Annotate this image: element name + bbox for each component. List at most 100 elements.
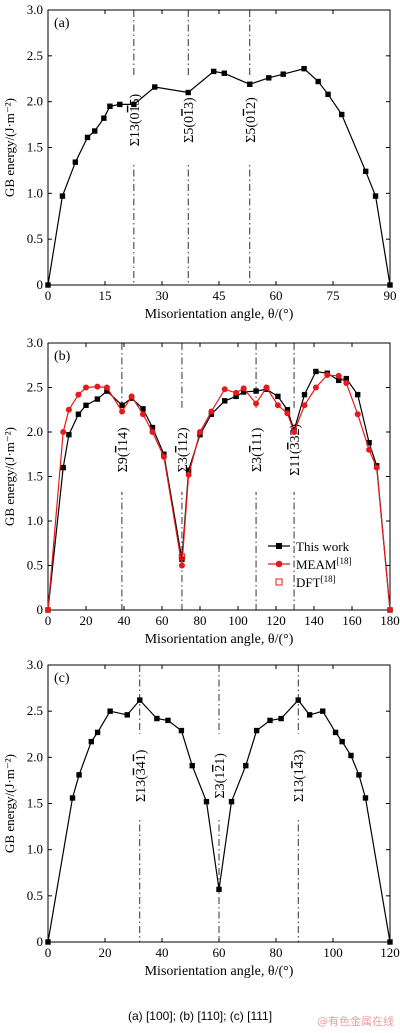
x-tick-label: 120 bbox=[266, 613, 286, 628]
data-point bbox=[284, 407, 291, 413]
sigma-label: Σ13(341) bbox=[134, 749, 149, 802]
y-tick-label: 1.0 bbox=[27, 513, 43, 528]
data-point bbox=[228, 798, 235, 805]
data-point bbox=[306, 712, 313, 718]
y-tick-label: 3.0 bbox=[27, 657, 43, 672]
sigma-label: Σ5(013) bbox=[182, 97, 197, 143]
data-point bbox=[301, 402, 308, 409]
legend-marker bbox=[276, 543, 282, 549]
data-point bbox=[372, 193, 379, 199]
y-tick-label: 0.5 bbox=[27, 558, 43, 573]
data-point bbox=[241, 389, 247, 395]
data-point bbox=[366, 439, 372, 446]
sigma-label: Σ3(111) bbox=[250, 427, 265, 472]
y-axis-label: GB energy/(J·m⁻²) bbox=[2, 98, 17, 197]
y-tick-label: 2.0 bbox=[27, 424, 43, 439]
x-tick-label: 60 bbox=[270, 288, 283, 303]
data-point bbox=[83, 384, 89, 391]
y-tick-label: 2.5 bbox=[27, 703, 43, 718]
data-point bbox=[335, 372, 342, 379]
legend-label: DFT[18] bbox=[296, 574, 336, 590]
sigma-label-bg bbox=[210, 733, 228, 818]
data-point bbox=[208, 408, 215, 415]
x-axis-label: Misorientation angle, θ/(°) bbox=[145, 307, 294, 322]
data-point bbox=[301, 391, 308, 398]
x-tick-label: 45 bbox=[213, 288, 226, 303]
data-point bbox=[165, 717, 171, 724]
x-tick-label: 80 bbox=[270, 945, 283, 960]
data-point bbox=[137, 697, 143, 703]
data-point bbox=[343, 380, 350, 387]
data-point bbox=[83, 402, 89, 408]
legend-label: MEAM[18] bbox=[296, 556, 352, 572]
y-tick-label: 0.5 bbox=[27, 231, 43, 246]
data-point bbox=[178, 562, 185, 569]
y-tick-label: 1.0 bbox=[27, 185, 43, 200]
sigma-label-bg bbox=[247, 407, 266, 492]
x-tick-label: 90 bbox=[384, 288, 397, 303]
panel-label: (b) bbox=[54, 349, 71, 364]
data-point bbox=[84, 134, 91, 141]
data-point bbox=[295, 697, 301, 703]
data-point bbox=[343, 375, 349, 382]
series-line bbox=[47, 68, 391, 286]
sigma-label-bg bbox=[130, 733, 149, 818]
x-axis-label: Misorientation angle, θ/(°) bbox=[145, 632, 294, 647]
data-point bbox=[45, 607, 51, 613]
panel-label: (a) bbox=[54, 16, 70, 31]
series-line bbox=[47, 699, 391, 943]
sigma-label: Σ5(012) bbox=[244, 97, 259, 143]
x-tick-label: 75 bbox=[327, 288, 340, 303]
sigma-label-bg bbox=[285, 407, 304, 492]
data-point bbox=[280, 71, 286, 77]
panel-label: (c) bbox=[54, 671, 70, 686]
data-point bbox=[189, 762, 195, 769]
data-point bbox=[72, 159, 79, 165]
legend-marker bbox=[275, 578, 283, 586]
chart-panel-b: 0 20 40 60 80 100 120 140 160 180 0 0.5 1.0 1.5 2.0 2.5… bbox=[2, 335, 400, 647]
y-tick-label: 1.0 bbox=[27, 842, 43, 857]
y-tick-label: 1.5 bbox=[27, 469, 43, 484]
y-tick-label: 0.5 bbox=[27, 888, 43, 903]
series-line bbox=[47, 374, 391, 611]
data-point bbox=[387, 939, 393, 945]
x-tick-label: 100 bbox=[323, 945, 343, 960]
data-point bbox=[348, 752, 354, 759]
data-point bbox=[149, 429, 156, 435]
data-point bbox=[222, 398, 228, 404]
x-tick-label: 80 bbox=[194, 613, 207, 628]
data-point bbox=[267, 717, 273, 724]
x-tick-label: 40 bbox=[156, 945, 169, 960]
sigma-label-bg bbox=[112, 407, 131, 492]
data-point bbox=[45, 939, 51, 945]
data-point bbox=[324, 372, 331, 379]
data-point bbox=[233, 389, 240, 396]
x-tick-label: 140 bbox=[304, 613, 324, 628]
data-point bbox=[117, 101, 123, 108]
sigma-label-bg bbox=[179, 78, 198, 162]
data-point bbox=[94, 383, 101, 390]
data-point bbox=[94, 729, 101, 736]
data-point bbox=[104, 388, 110, 394]
data-point bbox=[356, 772, 362, 778]
data-point bbox=[60, 429, 67, 435]
x-tick-label: 0 bbox=[45, 288, 52, 303]
data-point bbox=[45, 282, 51, 288]
data-point bbox=[278, 715, 284, 722]
x-tick-label: 60 bbox=[213, 945, 226, 960]
data-point bbox=[140, 411, 146, 418]
data-point bbox=[284, 410, 291, 417]
x-tick-label: 20 bbox=[99, 945, 112, 960]
y-tick-label: 2.5 bbox=[27, 380, 43, 395]
y-tick-label: 0 bbox=[37, 602, 44, 617]
data-point bbox=[160, 453, 167, 460]
data-point bbox=[185, 471, 192, 478]
data-point bbox=[240, 385, 247, 392]
y-tick-label: 2.0 bbox=[27, 94, 43, 109]
sigma-label-bg bbox=[124, 78, 143, 162]
data-point bbox=[203, 798, 210, 805]
data-point bbox=[185, 467, 192, 473]
x-tick-label: 20 bbox=[80, 613, 93, 628]
x-tick-label: 60 bbox=[156, 613, 169, 628]
x-tick-label: 0 bbox=[45, 945, 52, 960]
